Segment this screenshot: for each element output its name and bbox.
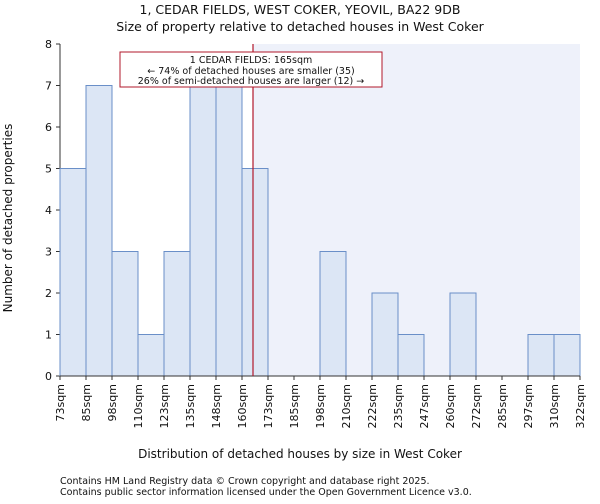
x-tick-label: 173sqm	[262, 384, 275, 428]
y-tick-label: 8	[45, 38, 52, 51]
y-tick-label: 3	[45, 246, 52, 259]
histogram-bar	[241, 168, 269, 377]
annotation-line-1: 1 CEDAR FIELDS: 165sqm	[190, 55, 312, 66]
y-tick-label: 7	[45, 80, 52, 93]
y-axis: 0 1 2 3 4 5 6 7 8	[45, 38, 61, 383]
x-tick-label: 123sqm	[158, 384, 171, 428]
y-tick-label: 6	[45, 121, 52, 134]
histogram-bar	[59, 168, 87, 377]
x-axis-label: Distribution of detached houses by size …	[138, 447, 462, 461]
y-tick-label: 1	[45, 329, 52, 342]
histogram-bar	[449, 292, 477, 377]
annotation-line-3: 26% of semi-detached houses are larger (…	[138, 76, 365, 87]
x-tick-label: 285sqm	[496, 384, 509, 428]
histogram-bar	[397, 334, 425, 377]
x-tick-label: 322sqm	[574, 384, 587, 428]
histogram-bar	[215, 85, 243, 377]
footer-line-1: Contains HM Land Registry data © Crown c…	[60, 476, 430, 487]
histogram-bar	[527, 334, 555, 377]
x-tick-label: 310sqm	[548, 384, 561, 428]
x-tick-label: 272sqm	[470, 384, 483, 428]
histogram-bar	[189, 85, 217, 377]
y-tick-label: 4	[45, 204, 52, 217]
x-tick-label: 235sqm	[392, 384, 405, 428]
x-tick-label: 297sqm	[522, 384, 535, 428]
histogram-bar	[163, 251, 191, 377]
x-axis: 73sqm 85sqm 98sqm 110sqm 123sqm 135sqm 148sqm 1…	[54, 375, 587, 428]
x-tick-label: 135sqm	[184, 384, 197, 428]
x-tick-label: 98sqm	[106, 384, 119, 421]
x-tick-label: 210sqm	[340, 384, 353, 428]
y-tick-label: 5	[45, 163, 52, 176]
x-tick-label: 148sqm	[210, 384, 223, 428]
y-tick-label: 2	[45, 287, 52, 300]
y-tick-label: 0	[45, 370, 52, 383]
histogram-bar	[371, 292, 399, 377]
histogram-bar	[137, 334, 165, 377]
annotation-box: 1 CEDAR FIELDS: 165sqm ← 74% of detached…	[119, 51, 383, 88]
histogram-bar	[85, 85, 113, 377]
x-tick-label: 222sqm	[366, 384, 379, 428]
x-tick-label: 247sqm	[418, 384, 431, 428]
x-tick-label: 110sqm	[132, 384, 145, 428]
x-tick-label: 260sqm	[444, 384, 457, 428]
chart-subtitle: Size of property relative to detached ho…	[116, 19, 484, 34]
chart-title: 1, CEDAR FIELDS, WEST COKER, YEOVIL, BA2…	[140, 2, 461, 17]
y-axis-label: Number of detached properties	[1, 124, 15, 313]
x-tick-label: 73sqm	[54, 384, 67, 421]
x-tick-label: 160sqm	[236, 384, 249, 428]
histogram-bar	[319, 251, 347, 377]
x-tick-label: 198sqm	[314, 384, 327, 428]
footer-line-2: Contains public sector information licen…	[60, 487, 472, 498]
histogram-bar	[553, 334, 581, 377]
annotation-line-2: ← 74% of detached houses are smaller (35…	[147, 66, 354, 77]
histogram-bar	[111, 251, 139, 377]
plot-background-right	[253, 44, 580, 376]
x-tick-label: 185sqm	[288, 384, 301, 428]
x-tick-label: 85sqm	[80, 384, 93, 421]
